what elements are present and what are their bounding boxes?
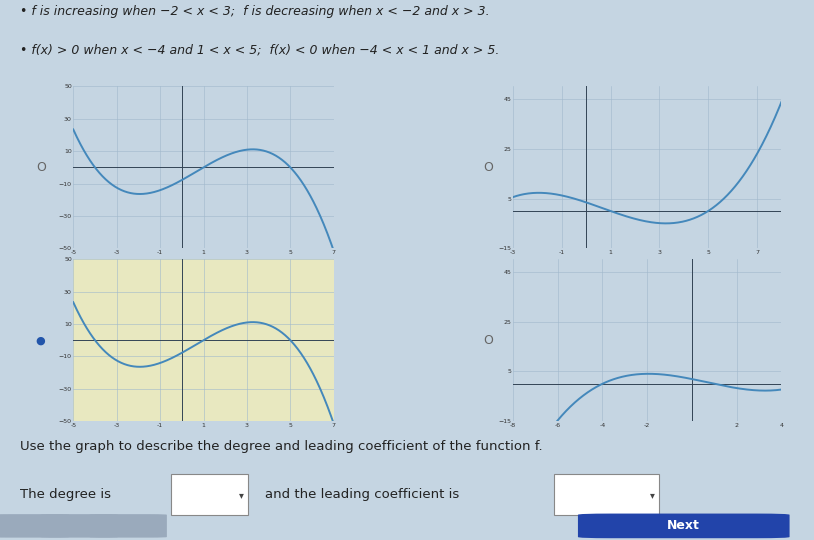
Text: O: O [484,161,493,174]
Text: O: O [484,334,493,347]
Text: • f is increasing when −2 < x < 3;  f is decreasing when x < −2 and x > 3.: • f is increasing when −2 < x < 3; f is … [20,5,490,18]
FancyBboxPatch shape [554,474,659,515]
Text: Use the graph to describe the degree and leading coefficient of the function f.: Use the graph to describe the degree and… [20,440,543,453]
FancyBboxPatch shape [90,514,167,538]
FancyBboxPatch shape [171,474,248,515]
Text: ▾: ▾ [239,490,244,500]
FancyBboxPatch shape [41,514,118,538]
Text: The degree is: The degree is [20,488,112,501]
Text: • f(x) > 0 when x < −4 and 1 < x < 5;  f(x) < 0 when −4 < x < 1 and x > 5.: • f(x) > 0 when x < −4 and 1 < x < 5; f(… [20,44,500,57]
Text: O: O [36,161,46,174]
Text: Next: Next [667,518,700,532]
Text: and the leading coefficient is: and the leading coefficient is [265,488,459,501]
FancyBboxPatch shape [0,514,69,538]
FancyBboxPatch shape [578,514,790,538]
Text: ●: ● [36,335,46,345]
Text: ▾: ▾ [650,490,655,500]
